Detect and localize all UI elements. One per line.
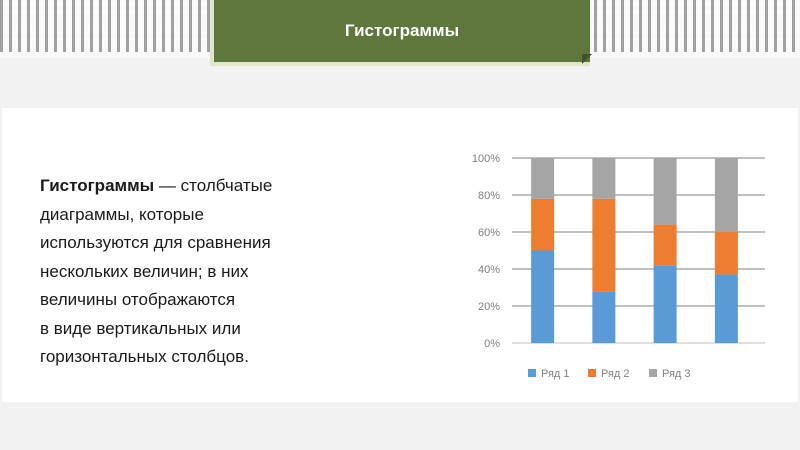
bar-stack [653, 158, 677, 343]
definition-text: Гистограммы — столбчатые диаграммы, кото… [40, 172, 360, 372]
title-banner-fold [582, 54, 592, 64]
bar-segment [714, 232, 738, 275]
bar-segment [653, 224, 677, 266]
y-tick-label: 0% [484, 338, 500, 350]
legend-swatch [588, 369, 596, 377]
legend-swatch [649, 369, 657, 377]
y-axis-ticks: 0% 20% 40% 60% 80% 100% [472, 153, 500, 350]
definition-line-7: горизонтальных столбцов. [40, 347, 249, 366]
bar-stack [592, 158, 616, 343]
bar-segment [531, 250, 555, 343]
definition-line-1: столбчатые [180, 176, 273, 195]
definition-line-4: нескольких величин; в них [40, 261, 249, 281]
bar-segment [531, 198, 555, 251]
decorative-pattern-left [0, 0, 215, 52]
legend-label: Ряд 2 [601, 368, 630, 380]
decorative-pattern-right [585, 0, 800, 52]
y-tick-label: 100% [472, 153, 500, 165]
title-banner-plate [214, 0, 590, 62]
definition-line-5: величины отображаются [40, 290, 236, 309]
bar-segment [531, 158, 555, 199]
bar-segment [653, 158, 677, 225]
bar-stack [531, 158, 555, 343]
y-tick-label: 40% [478, 264, 500, 276]
definition-dash: — [154, 176, 181, 195]
bars [531, 158, 738, 343]
bar-segment [592, 291, 616, 343]
legend-label: Ряд 3 [662, 368, 691, 380]
definition-line-2: диаграммы, которые [40, 204, 204, 224]
legend: Ряд 1 Ряд 2 Ряд 3 [528, 368, 691, 380]
definition-line-6: в виде вертикальных или [40, 318, 241, 338]
stacked-bar-chart: 0% 20% 40% 60% 80% 100% Ряд 1 Ряд 2 Ряд 3 [472, 153, 765, 380]
bar-segment [653, 265, 677, 343]
y-tick-label: 20% [478, 301, 500, 313]
definition-term: Гистограммы [40, 176, 155, 195]
y-tick-label: 60% [478, 227, 500, 239]
legend-label: Ряд 1 [541, 368, 570, 380]
bar-segment [714, 158, 738, 232]
bar-segment [592, 158, 616, 199]
y-tick-label: 80% [478, 190, 500, 202]
bar-segment [714, 274, 738, 343]
bar-segment [592, 198, 616, 292]
title-banner: Гистограммы [210, 0, 595, 66]
legend-swatch [528, 369, 536, 377]
bar-stack [714, 158, 738, 343]
slide-title: Гистограммы [344, 21, 460, 40]
definition-line-3: используются для сравнения [40, 233, 271, 252]
